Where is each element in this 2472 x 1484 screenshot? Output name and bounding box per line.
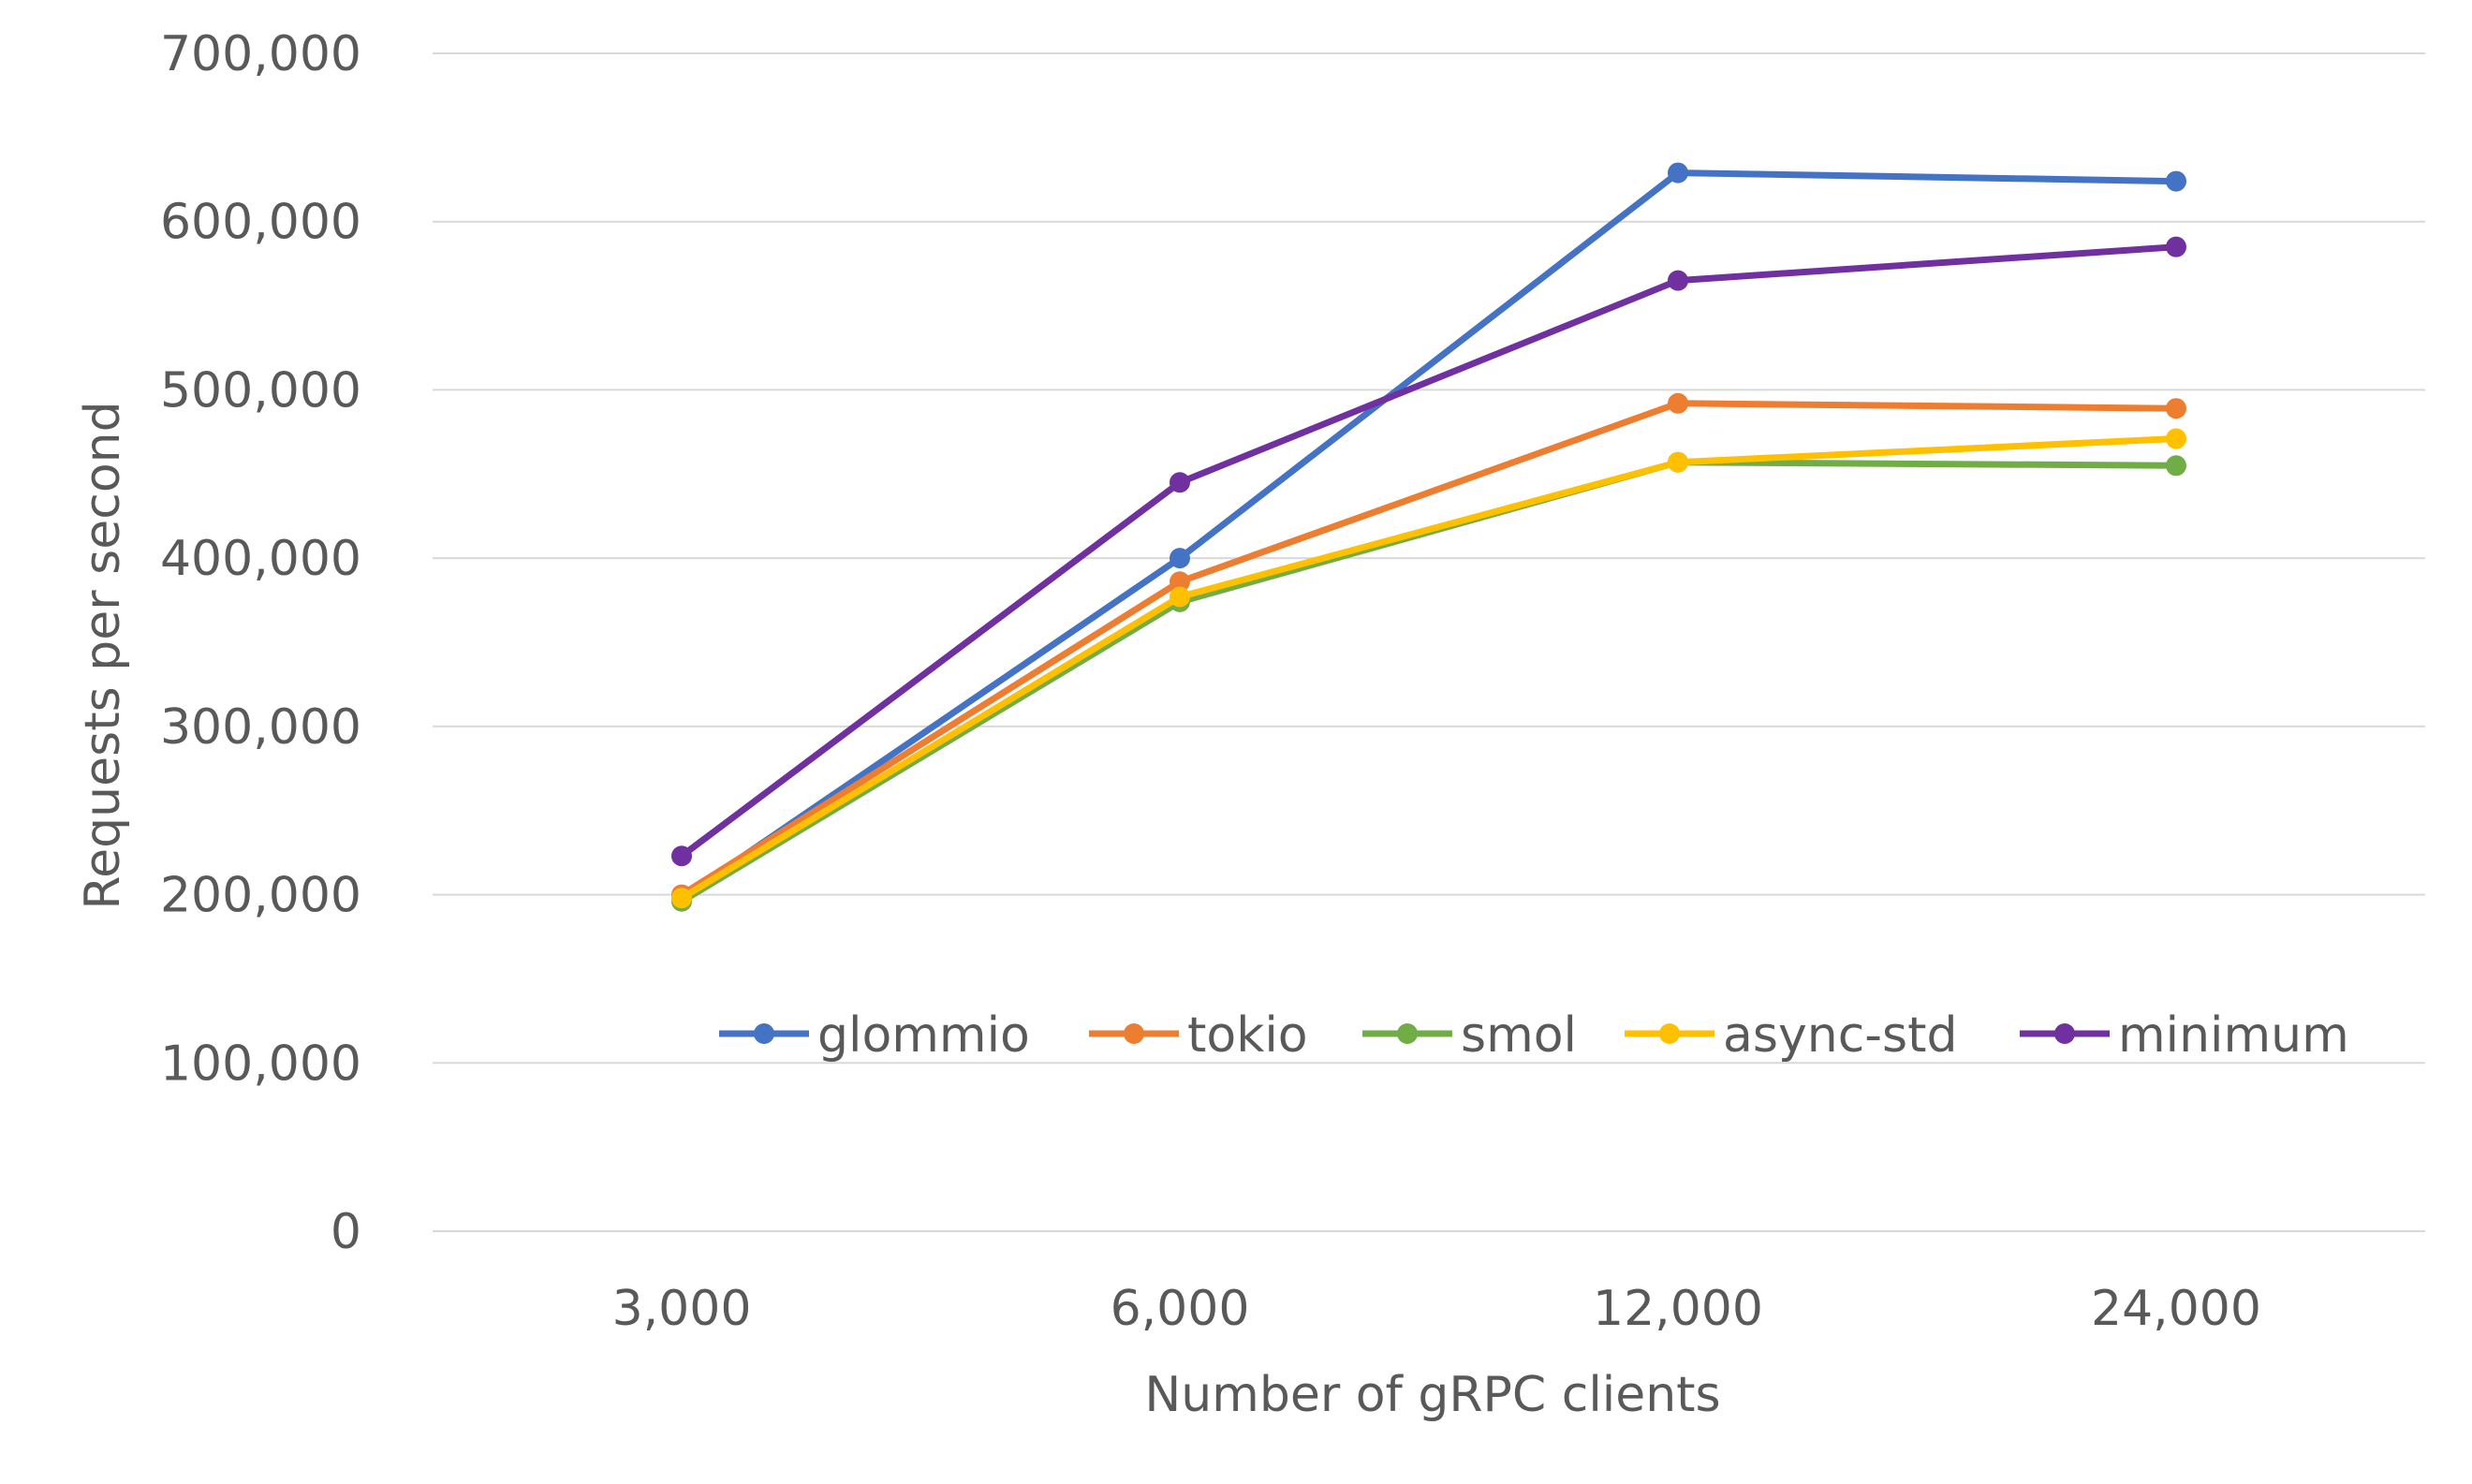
series-smol xyxy=(671,451,2186,912)
legend-label: async-std xyxy=(1723,1007,1958,1064)
legend-label: glommio xyxy=(817,1007,1030,1064)
data-point xyxy=(2166,170,2186,192)
y-tick-label: 200,000 xyxy=(160,868,361,924)
legend: glommio tokio smol async-std minimum xyxy=(719,1007,2349,1064)
legend-marker xyxy=(1397,1023,1418,1044)
x-axis-ticks: 3,000 6,000 12,000 24,000 xyxy=(612,1281,2261,1337)
data-point xyxy=(1170,548,1190,569)
x-tick-label: 3,000 xyxy=(612,1281,752,1337)
series-line xyxy=(678,435,2180,902)
legend-label: tokio xyxy=(1187,1007,1308,1064)
data-point xyxy=(1170,571,1190,593)
x-tick-label: 12,000 xyxy=(1593,1281,1763,1337)
data-point xyxy=(1668,392,1688,414)
series-tokio xyxy=(671,392,2186,905)
y-tick-label: 0 xyxy=(331,1204,361,1260)
series-async-std xyxy=(671,428,2186,909)
data-point xyxy=(1668,451,1688,473)
data-point xyxy=(671,845,692,867)
legend-marker xyxy=(1659,1023,1680,1044)
legend-marker xyxy=(754,1023,774,1044)
x-tick-label: 6,000 xyxy=(1111,1281,1250,1337)
y-axis-title: Requests per second xyxy=(75,401,131,909)
y-tick-label: 100,000 xyxy=(160,1036,361,1092)
legend-marker xyxy=(2054,1023,2075,1044)
series-line xyxy=(678,169,2180,902)
data-point xyxy=(2166,455,2186,477)
series-minimum xyxy=(671,236,2186,867)
legend-label: smol xyxy=(1461,1007,1577,1064)
data-point xyxy=(671,888,692,909)
y-tick-label: 500,000 xyxy=(160,362,361,419)
series-line xyxy=(678,400,2180,899)
data-point xyxy=(1668,162,1688,184)
data-point xyxy=(1170,586,1190,608)
series-line xyxy=(678,243,2180,860)
legend-label: minimum xyxy=(2118,1007,2349,1064)
gridlines xyxy=(433,52,2425,1232)
data-point xyxy=(1170,472,1190,493)
data-point xyxy=(2166,398,2186,419)
legend-item-async-std: async-std xyxy=(1625,1007,1958,1064)
legend-item-minimum: minimum xyxy=(2020,1007,2349,1064)
y-tick-label: 700,000 xyxy=(160,26,361,82)
series-lines xyxy=(671,162,2186,912)
y-axis-ticks: 0 100,000 200,000 300,000 400,000 500,000 600,… xyxy=(160,26,361,1260)
legend-marker xyxy=(1124,1023,1144,1044)
data-point xyxy=(2166,236,2186,257)
legend-item-glommio: glommio xyxy=(719,1007,1030,1064)
legend-item-tokio: tokio xyxy=(1089,1007,1308,1064)
y-tick-label: 600,000 xyxy=(160,195,361,251)
data-point xyxy=(2166,428,2186,449)
x-axis-title: Number of gRPC clients xyxy=(1144,1367,1720,1423)
legend-item-smol: smol xyxy=(1362,1007,1577,1064)
x-tick-label: 24,000 xyxy=(2091,1281,2261,1337)
data-point xyxy=(1668,270,1688,291)
y-tick-label: 300,000 xyxy=(160,699,361,756)
y-tick-label: 400,000 xyxy=(160,531,361,587)
